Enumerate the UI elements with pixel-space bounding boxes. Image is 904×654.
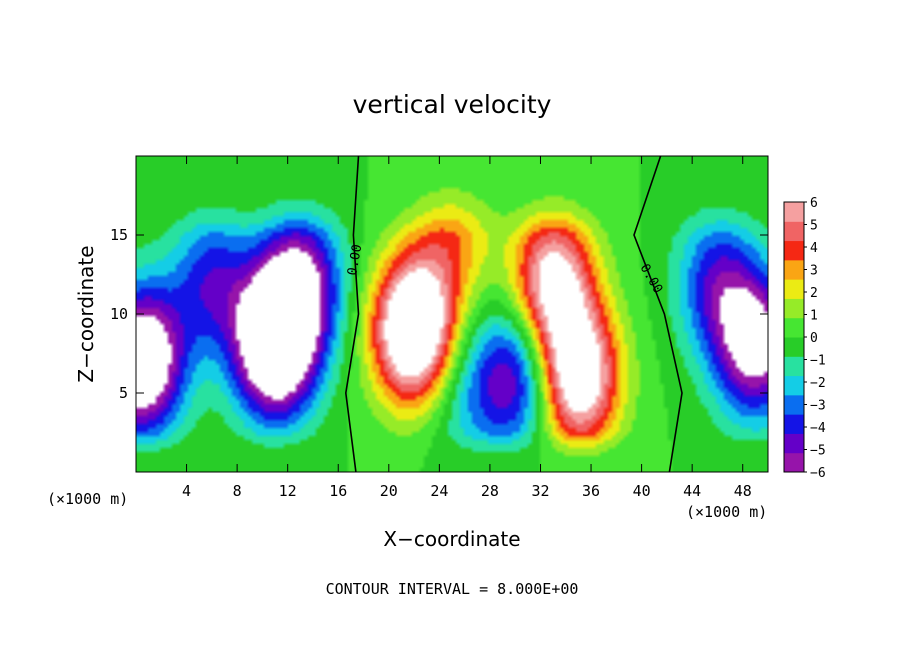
colorbar-cell [784,259,804,280]
colorbar-cell [784,452,804,473]
colorbar-cell [784,317,804,338]
colorbar-cell [784,375,804,396]
colorbar-cell [784,394,804,415]
colorbar-tick-label: 2 [810,286,818,301]
y-tick-label: 5 [119,384,128,402]
zero-contour-2 [633,155,683,473]
colorbar-tick-label: −3 [810,399,826,414]
y-tick-label: 10 [110,305,128,323]
x-tick-label: 44 [683,482,701,500]
contour-label-1: 0.00 [345,243,365,276]
x-unit-label-right: (×1000 m) [686,503,767,521]
colorbar-tick-label: −4 [810,421,826,436]
colorbar-tick-label: 3 [810,264,818,279]
x-unit-label-left: (×1000 m) [47,490,128,508]
colorbar-cell [784,279,804,299]
x-tick-label: 40 [633,482,651,500]
colorbar-cell [784,356,804,377]
colorbar-tick-label: −1 [810,354,826,369]
colorbar-cell [784,240,804,261]
colorbar: 6 5 4 3 2 1 0 −1 −2 −3 −4 −5 −6 [783,196,826,481]
colorbar-tick-label: −5 [810,444,826,459]
x-tick-label: 24 [430,482,448,500]
x-ticks: 4 8 12 16 20 24 28 32 36 40 44 48 [182,156,752,500]
colorbar-tick-label: −2 [810,376,826,391]
y-tick-label: 15 [110,226,128,244]
colorbar-cell [784,221,804,242]
x-tick-label: 36 [582,482,600,500]
x-tick-label: 4 [182,482,191,500]
colorbar-tick-label: 6 [810,196,818,211]
colorbar-cell [784,414,804,434]
colorbar-cell [784,202,804,222]
colorbar-cell [784,433,804,454]
colorbar-tick-label: 5 [810,219,818,234]
colorbar-tick-label: 4 [810,241,818,256]
x-tick-label: 16 [329,482,347,500]
zero-contour-1 [344,155,360,473]
x-tick-label: 8 [233,482,242,500]
x-tick-label: 48 [734,482,752,500]
colorbar-tick-label: 1 [810,309,818,324]
zero-contour-lines [344,155,683,473]
y-axis-label: Z−coordinate [74,245,98,382]
chart-title: vertical velocity [353,90,552,119]
heatmap-field [136,156,768,472]
colorbar-cell [784,337,804,357]
colorbar-cells [784,202,804,473]
x-tick-label: 28 [481,482,499,500]
x-tick-label: 20 [380,482,398,500]
colorbar-tick-label: −6 [810,466,826,481]
colorbar-tick-label: 0 [810,331,818,346]
colorbar-ticks: 6 5 4 3 2 1 0 −1 −2 −3 −4 −5 −6 [804,196,826,481]
x-tick-label: 32 [531,482,549,500]
x-tick-label: 12 [279,482,297,500]
contour-interval-footer: CONTOUR INTERVAL = 8.000E+00 [326,580,579,598]
colorbar-cell [784,298,804,319]
y-ticks: 5 10 15 [110,226,768,402]
x-axis-label: X−coordinate [383,527,520,551]
